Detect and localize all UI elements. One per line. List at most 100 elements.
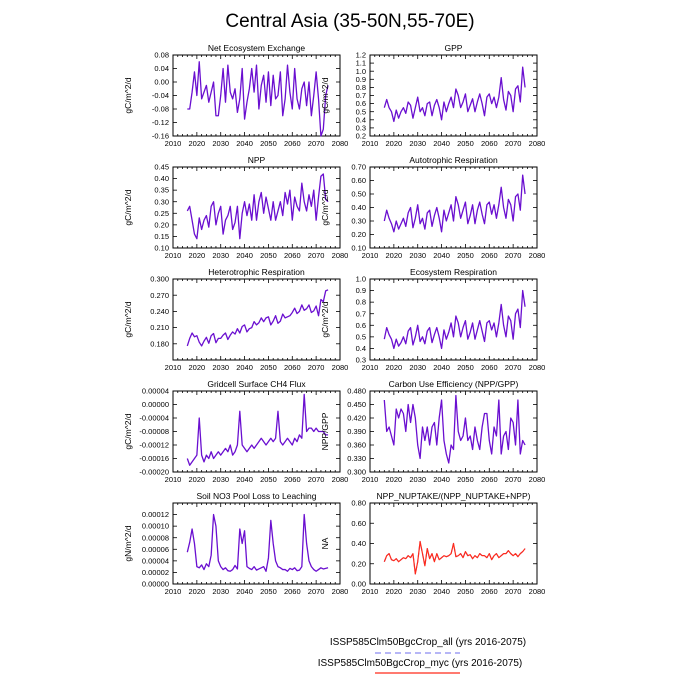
x-tick-label: 2070 — [308, 251, 325, 260]
x-tick-label: 2060 — [481, 139, 498, 148]
series-line-0 — [383, 394, 526, 464]
y-tick-label: 0.10 — [351, 244, 366, 253]
x-tick-label: 2040 — [433, 587, 450, 596]
panel-net-ecosystem-exchange: Net Ecosystem Exchange gC/m^2/d 2010 2020 20… — [123, 43, 348, 148]
y-tick-label: -0.00012 — [139, 441, 169, 450]
x-tick-label: 2030 — [409, 251, 426, 260]
series-line-0 — [186, 289, 329, 347]
panel-title: Carbon Use Efficiency (NPP/GPP) — [389, 379, 519, 389]
series-line-0 — [383, 174, 526, 233]
panel-gpp: GPP gC/m^2/d 2010 2020 2030 2040 2050 2060 2070 2… — [320, 43, 545, 148]
x-tick-label: 2070 — [308, 363, 325, 372]
x-tick-label: 2030 — [409, 475, 426, 484]
legend-label-all: ISSP585Clm50BgcCrop_all (yrs 2016-2075) — [330, 637, 526, 648]
series-line-0 — [187, 61, 329, 137]
x-tick-label: 2010 — [165, 139, 182, 148]
y-tick-label: -0.00020 — [139, 468, 169, 477]
y-tick-label: -0.00004 — [139, 414, 169, 423]
y-tick-label: 0.00010 — [142, 522, 169, 531]
series-line-0 — [383, 540, 526, 575]
y-tick-label: 0.9 — [356, 75, 366, 84]
series-line-0 — [186, 173, 329, 240]
y-tick-label: -0.08 — [152, 105, 169, 114]
y-tick-label: 0.00002 — [142, 568, 169, 577]
y-tick-label: 0.00012 — [142, 510, 169, 519]
panel-title: Gridcell Surface CH4 Flux — [207, 379, 306, 389]
x-tick-label: 2020 — [189, 251, 206, 260]
y-axis-label: gC/m^2/d — [123, 413, 133, 449]
y-tick-label: 0.480 — [347, 387, 366, 396]
y-axis-label: NPP/GPP — [320, 412, 330, 450]
legend-label-myc: ISSP585Clm50BgcCrop_myc (yrs 2016-2075) — [318, 658, 523, 669]
x-tick-label: 2050 — [457, 251, 474, 260]
y-tick-label: 0.25 — [154, 209, 169, 218]
x-tick-label: 2030 — [212, 363, 229, 372]
figure-title: Central Asia (35-50N,55-70E) — [225, 11, 474, 32]
y-tick-label: 0.8 — [356, 298, 366, 307]
series-line-0 — [186, 393, 329, 466]
x-tick-label: 2040 — [433, 251, 450, 260]
x-tick-label: 2070 — [308, 139, 325, 148]
x-tick-label: 2010 — [165, 587, 182, 596]
x-tick-label: 2080 — [529, 139, 546, 148]
y-tick-label: 0.50 — [351, 190, 366, 199]
y-tick-label: 0.300 — [150, 275, 169, 284]
x-tick-label: 2020 — [386, 139, 403, 148]
y-tick-label: 0.4 — [356, 344, 366, 353]
x-tick-label: 2040 — [433, 475, 450, 484]
panel-title: Net Ecosystem Exchange — [208, 43, 306, 53]
x-tick-label: 2050 — [260, 475, 277, 484]
x-tick-label: 2050 — [457, 139, 474, 148]
x-tick-label: 2080 — [529, 475, 546, 484]
y-tick-label: 0.80 — [351, 499, 366, 508]
panel-npp-nuptake-npp-nuptake-npp: NPP_NUPTAKE/(NPP_NUPTAKE+NPP) NA 2010 2020 2… — [320, 491, 545, 596]
y-tick-label: 0.60 — [351, 519, 366, 528]
y-tick-label: 0.9 — [356, 286, 366, 295]
y-tick-label: 0.420 — [347, 414, 366, 423]
x-tick-label: 2080 — [332, 139, 349, 148]
plot-frame — [172, 278, 341, 361]
y-tick-label: 0.7 — [356, 91, 366, 100]
x-tick-label: 2070 — [308, 475, 325, 484]
y-axis-label: gC/m^2/d — [123, 189, 133, 225]
y-axis-label: NA — [320, 537, 330, 549]
panel-title: Ecosystem Respiration — [410, 267, 497, 277]
y-tick-label: 0.10 — [154, 244, 169, 253]
x-tick-label: 2070 — [505, 139, 522, 148]
panel-title: NPP — [248, 155, 266, 165]
x-tick-label: 2040 — [433, 139, 450, 148]
y-tick-label: 0.00006 — [142, 545, 169, 554]
x-tick-label: 2060 — [481, 475, 498, 484]
y-axis-label: gC/m^2/d — [123, 301, 133, 337]
x-tick-label: 2020 — [386, 363, 403, 372]
x-tick-label: 2060 — [481, 587, 498, 596]
panel-title: Heterotrophic Respiration — [208, 267, 305, 277]
x-tick-label: 2020 — [189, 587, 206, 596]
x-tick-label: 2020 — [386, 587, 403, 596]
x-tick-label: 2010 — [165, 363, 182, 372]
x-tick-label: 2030 — [409, 139, 426, 148]
y-tick-label: 1.0 — [356, 275, 366, 284]
x-tick-label: 2060 — [481, 251, 498, 260]
y-tick-label: 0.40 — [351, 203, 366, 212]
y-tick-label: 0.40 — [154, 174, 169, 183]
x-tick-label: 2040 — [236, 363, 253, 372]
legend: ISSP585Clm50BgcCrop_all (yrs 2016-2075) … — [318, 637, 526, 674]
x-tick-label: 2060 — [284, 251, 301, 260]
y-tick-label: 0.6 — [356, 99, 366, 108]
x-tick-label: 2010 — [362, 139, 379, 148]
x-tick-label: 2070 — [505, 363, 522, 372]
y-axis-label: gN/m^2/d — [123, 525, 133, 561]
x-tick-label: 2060 — [284, 139, 301, 148]
x-tick-label: 2010 — [362, 587, 379, 596]
x-tick-label: 2070 — [505, 475, 522, 484]
y-tick-label: 0.45 — [154, 163, 169, 172]
y-tick-label: 0.5 — [356, 107, 366, 116]
y-tick-label: 0.330 — [347, 454, 366, 463]
y-tick-label: 0.00004 — [142, 387, 169, 396]
y-tick-label: -0.00016 — [139, 454, 169, 463]
x-tick-label: 2030 — [409, 363, 426, 372]
y-tick-label: 0.210 — [150, 323, 169, 332]
y-tick-label: 0.00004 — [142, 556, 169, 565]
x-tick-label: 2070 — [505, 251, 522, 260]
